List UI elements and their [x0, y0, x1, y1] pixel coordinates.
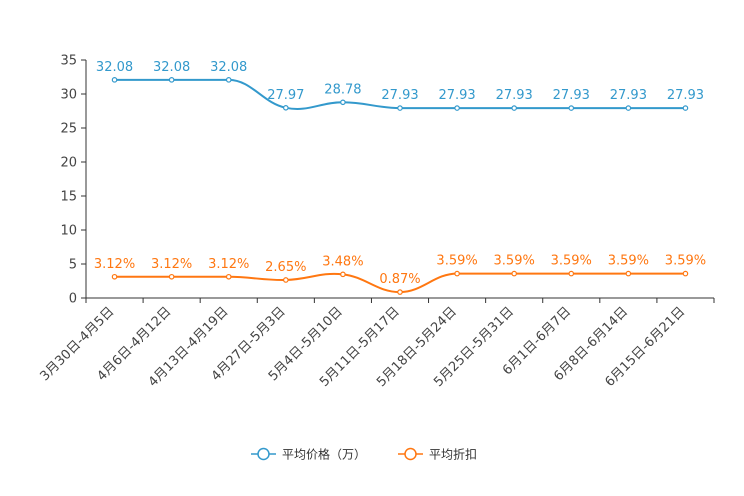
- data-label-0-1: 32.08: [153, 60, 190, 75]
- data-point-1-2: [225, 273, 232, 280]
- legend-label: 平均价格（万）: [282, 447, 366, 462]
- data-label-0-6: 27.93: [438, 88, 475, 103]
- data-label-1-5: 0.87%: [379, 272, 420, 287]
- y-tick-label: 0: [69, 292, 77, 307]
- data-point-0-6: [454, 105, 460, 111]
- data-label-1-7: 3.59%: [494, 254, 535, 269]
- data-label-1-3: 2.65%: [265, 260, 306, 275]
- labels-layer: 32.08 32.08 32.08 27.97 28.78 27.93 27.93 27.93…: [94, 60, 706, 287]
- data-point-0-10: [682, 105, 689, 111]
- data-point-1-8: [568, 270, 575, 277]
- legend-item-0[interactable]: 平均价格（万）: [251, 447, 366, 462]
- data-point-0-7: [511, 105, 517, 111]
- data-label-0-0: 32.08: [96, 60, 133, 75]
- data-point-0-8: [568, 105, 575, 111]
- y-tick-label: 20: [60, 156, 77, 171]
- data-point-0-3: [283, 105, 289, 111]
- data-point-0-9: [625, 105, 632, 111]
- data-label-0-3: 27.97: [267, 88, 304, 103]
- legend-item-1[interactable]: 平均折扣: [398, 447, 477, 462]
- data-label-1-8: 3.59%: [551, 254, 592, 269]
- data-label-1-0: 3.12%: [94, 257, 135, 272]
- data-label-1-10: 3.59%: [665, 254, 706, 269]
- data-point-0-4: [340, 99, 346, 106]
- data-label-1-6: 3.59%: [436, 254, 477, 269]
- y-tick-label: 25: [60, 122, 77, 137]
- data-point-1-4: [340, 271, 346, 278]
- data-label-0-5: 27.93: [381, 88, 418, 103]
- data-point-0-0: [111, 77, 118, 83]
- y-tick-label: 30: [60, 88, 77, 103]
- data-point-1-7: [511, 270, 517, 277]
- y-tick-label: 15: [60, 190, 77, 205]
- data-label-1-9: 3.59%: [608, 254, 649, 269]
- data-point-1-1: [168, 273, 175, 280]
- legend-label: 平均折扣: [429, 447, 477, 462]
- data-label-0-10: 27.93: [667, 88, 704, 103]
- data-point-1-6: [454, 270, 460, 277]
- data-point-0-5: [397, 105, 403, 111]
- y-tick-label: 35: [60, 54, 77, 69]
- legend-marker-icon: [404, 447, 417, 461]
- data-label-0-4: 28.78: [324, 82, 361, 97]
- legend[interactable]: 平均价格（万） 平均折扣: [251, 447, 477, 462]
- legend-marker-icon: [257, 447, 270, 461]
- data-point-1-5: [397, 289, 403, 295]
- data-point-1-3: [283, 277, 289, 283]
- data-point-1-10: [682, 270, 689, 277]
- axes-layer: 051015202530353月30日-4月5日4月6日-4月12日4月13日-…: [37, 54, 715, 390]
- data-point-1-9: [625, 270, 632, 277]
- data-label-1-2: 3.12%: [208, 257, 249, 272]
- data-point-0-1: [168, 77, 175, 83]
- data-label-0-7: 27.93: [496, 88, 533, 103]
- data-label-1-4: 3.48%: [322, 254, 363, 269]
- data-label-0-9: 27.93: [610, 88, 647, 103]
- y-tick-label: 10: [60, 224, 77, 239]
- data-point-1-0: [111, 273, 118, 280]
- data-label-0-2: 32.08: [210, 60, 247, 75]
- data-label-0-8: 27.93: [553, 88, 590, 103]
- lines-layer: [111, 77, 689, 295]
- data-label-1-1: 3.12%: [151, 257, 192, 272]
- y-tick-label: 5: [69, 258, 77, 273]
- data-point-0-2: [225, 77, 232, 83]
